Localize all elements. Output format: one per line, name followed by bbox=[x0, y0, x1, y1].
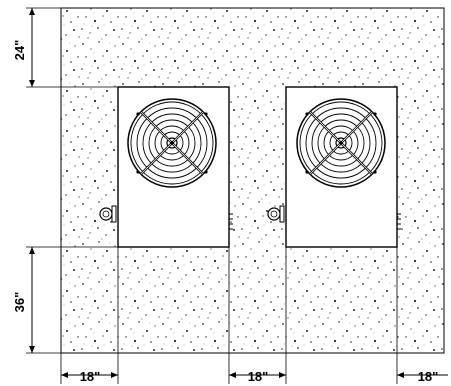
unit-left bbox=[99, 86, 233, 248]
side-clearance-right-label: 18" bbox=[418, 369, 439, 384]
dimension-side-right: 18" bbox=[396, 247, 448, 384]
fan-guard-icon bbox=[127, 98, 217, 188]
pipe-connection-icon bbox=[267, 205, 285, 223]
dimension-side-middle: 18" bbox=[228, 247, 287, 384]
unit-right bbox=[267, 86, 401, 248]
top-clearance-label: 24" bbox=[12, 40, 27, 61]
fan-guard-icon bbox=[296, 98, 386, 188]
bottom-clearance-label: 36" bbox=[12, 292, 27, 313]
pipe-connection-icon bbox=[99, 205, 117, 223]
side-clearance-left-label: 18" bbox=[80, 369, 101, 384]
dimension-bottom: 36" bbox=[12, 246, 118, 354]
side-clearance-middle-label: 18" bbox=[248, 369, 269, 384]
dimension-top: 24" bbox=[12, 7, 118, 88]
service-port-icon bbox=[229, 213, 233, 230]
dimension-side-left: 18" bbox=[60, 247, 119, 384]
service-port-icon bbox=[397, 213, 401, 230]
